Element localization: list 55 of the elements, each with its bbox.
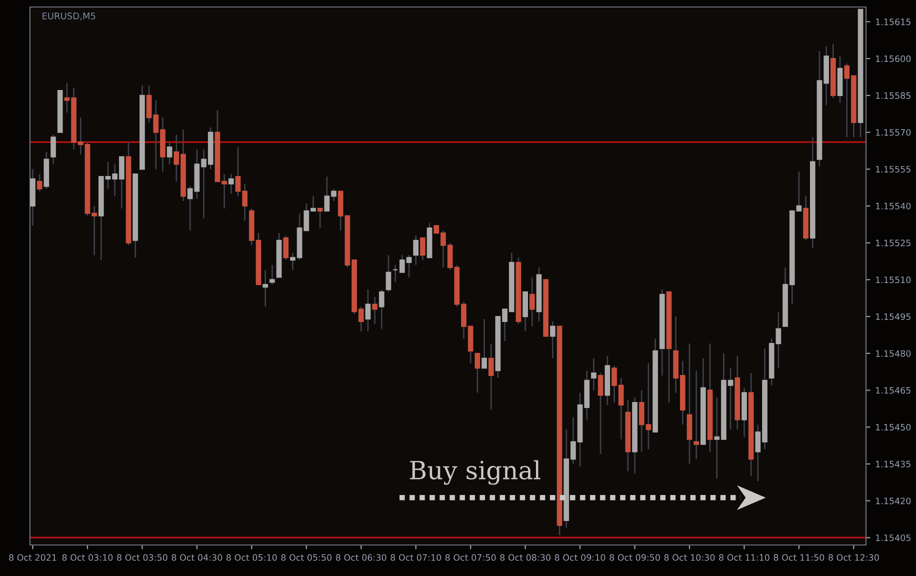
x-tick-label: 8 Oct 12:30 [828, 554, 879, 561]
y-tick-label: 1.15480 [876, 350, 911, 357]
candlestick [591, 358, 596, 391]
x-tick-label: 8 Oct 03:10 [62, 554, 113, 561]
y-tick-label: 1.15555 [876, 166, 910, 173]
candlestick [488, 342, 494, 411]
candlestick [529, 276, 535, 328]
candlestick [372, 296, 378, 325]
y-tick-label: 1.15495 [876, 313, 910, 320]
y-tick-label: 1.15450 [876, 424, 911, 431]
candlestick [386, 254, 392, 293]
annotation: Buy signal [410, 460, 540, 485]
candlestick [598, 372, 604, 455]
x-tick-label: 8 Oct 04:30 [172, 554, 222, 561]
candlestick [262, 269, 268, 308]
y-tick-label: 1.15435 [876, 460, 910, 468]
x-tick-label: 8 Oct 11:50 [774, 554, 824, 561]
candlestick [36, 173, 42, 192]
y-tick-label: 1.15585 [876, 92, 910, 99]
candlestick [413, 234, 419, 266]
candlestick [694, 370, 700, 460]
x-tick-label: 8 Oct 05:10 [226, 554, 277, 561]
y-tick-label: 1.15540 [876, 202, 911, 210]
y-tick-label: 1.15570 [876, 129, 911, 136]
x-tick-label: 8 Oct 2021 [9, 554, 56, 561]
y-tick-label: 1.15525 [876, 240, 910, 246]
candlestick [378, 288, 384, 330]
y-tick-label: 1.15405 [876, 534, 910, 542]
candlestick [283, 234, 289, 261]
candlestick [420, 237, 426, 261]
candlestick [550, 320, 556, 359]
x-tick-label: 8 Oct 09:50 [610, 554, 660, 561]
candlestick [365, 288, 371, 332]
text: EURUSD,M5 [42, 12, 96, 20]
y-tick-label: 1.15600 [876, 55, 911, 62]
x-tick-label: 8 Oct 03:50 [117, 554, 168, 561]
x-tick-label: 8 Oct 09:10 [554, 554, 606, 561]
y-tick-label: 1.15420 [876, 498, 911, 504]
y-tick-label: 1.15510 [876, 276, 911, 284]
candlestick [270, 264, 275, 286]
candlestick [50, 134, 56, 165]
x-tick-label: 8 Oct 05:50 [281, 554, 332, 561]
x-tick-label: 8 Oct 11:10 [719, 554, 770, 561]
candlestick [474, 352, 480, 394]
candlestick [317, 208, 323, 229]
y-tick-label: 1.15465 [876, 387, 910, 394]
x-tick-label: 8 Oct 06:30 [336, 554, 386, 561]
x-tick-label: 8 Oct 10:30 [664, 554, 715, 561]
x-tick-label: 8 Oct 07:50 [445, 554, 496, 561]
y-tick-label: 1.15615 [876, 18, 910, 26]
candlestick [228, 173, 234, 194]
candlestick [482, 318, 487, 369]
x-tick-label: 8 Oct 08:30 [500, 554, 550, 561]
candlestick [166, 141, 172, 165]
x-tick-label: 8 Oct 07:10 [390, 554, 442, 561]
